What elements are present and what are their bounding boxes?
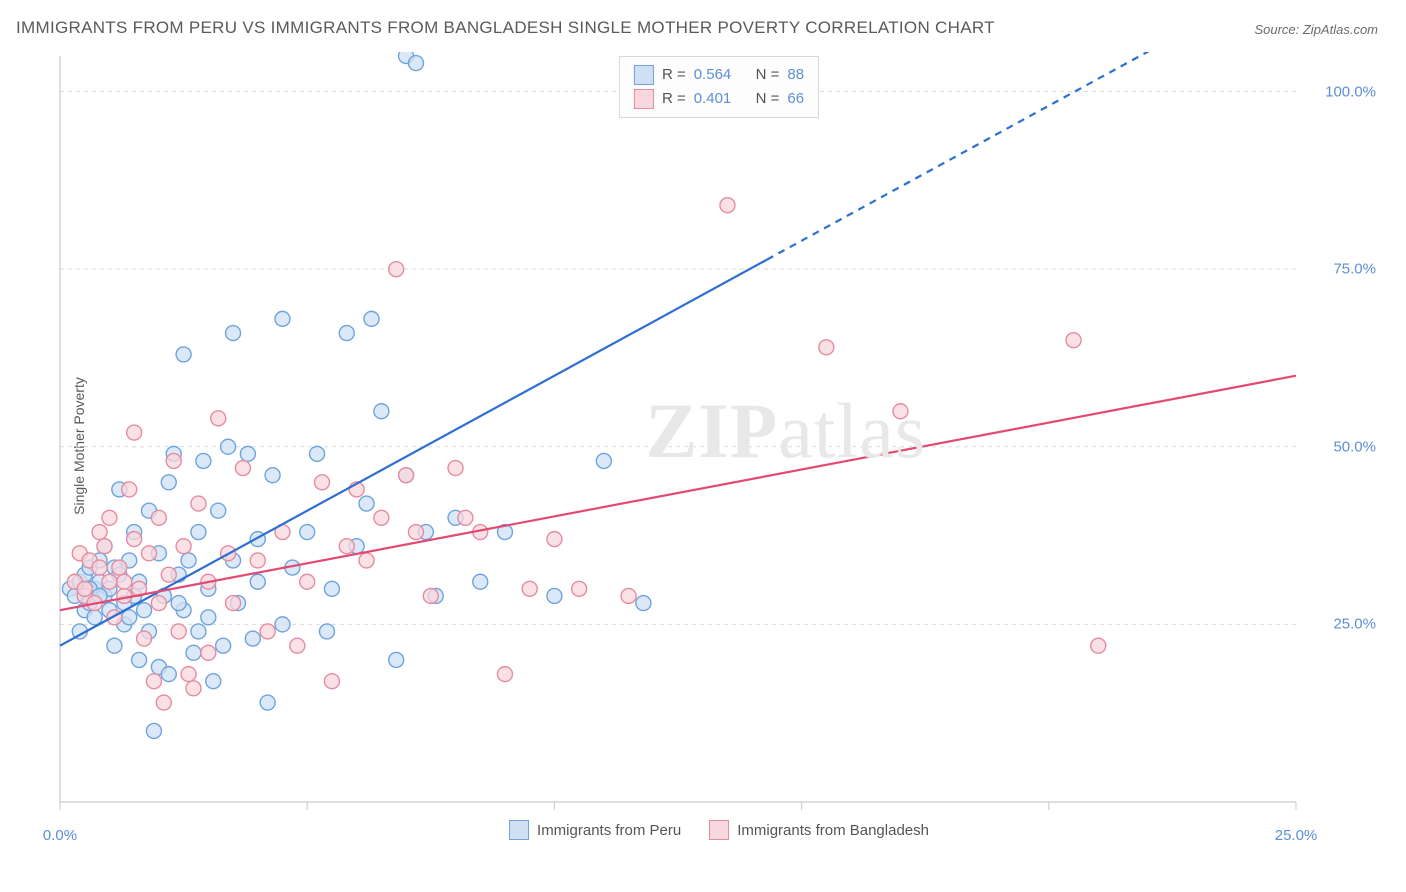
r-label: R = — [662, 63, 686, 87]
swatch-bangladesh-icon — [709, 820, 729, 840]
legend-label-bangladesh: Immigrants from Bangladesh — [737, 822, 929, 839]
legend-series: Immigrants from Peru Immigrants from Ban… — [509, 820, 929, 840]
legend-row-peru: R = 0.564 N = 88 — [634, 63, 804, 87]
legend-row-bangladesh: R = 0.401 N = 66 — [634, 87, 804, 111]
swatch-peru — [634, 65, 654, 85]
r-value-peru: 0.564 — [694, 63, 732, 87]
r-label: R = — [662, 87, 686, 111]
n-label: N = — [756, 87, 780, 111]
y-tick-label: 50.0% — [1333, 438, 1376, 455]
x-tick-label: 25.0% — [1275, 827, 1318, 844]
legend-correlation: R = 0.564 N = 88 R = 0.401 N = 66 — [619, 56, 819, 118]
y-tick-label: 25.0% — [1333, 616, 1376, 633]
scatter-chart-svg — [52, 52, 1386, 842]
source-label: Source: ZipAtlas.com — [1254, 22, 1378, 37]
r-value-bangladesh: 0.401 — [694, 87, 732, 111]
chart-title: IMMIGRANTS FROM PERU VS IMMIGRANTS FROM … — [16, 18, 995, 38]
x-tick-label: 0.0% — [43, 827, 77, 844]
legend-item-peru: Immigrants from Peru — [509, 820, 681, 840]
n-value-bangladesh: 66 — [787, 87, 804, 111]
swatch-peru-icon — [509, 820, 529, 840]
n-value-peru: 88 — [787, 63, 804, 87]
plot-area: ZIPatlas R = 0.564 N = 88 R = 0.401 N = … — [52, 52, 1386, 842]
swatch-bangladesh — [634, 89, 654, 109]
legend-label-peru: Immigrants from Peru — [537, 822, 681, 839]
legend-item-bangladesh: Immigrants from Bangladesh — [709, 820, 929, 840]
n-label: N = — [756, 63, 780, 87]
y-tick-label: 75.0% — [1333, 261, 1376, 278]
y-tick-label: 100.0% — [1325, 83, 1376, 100]
